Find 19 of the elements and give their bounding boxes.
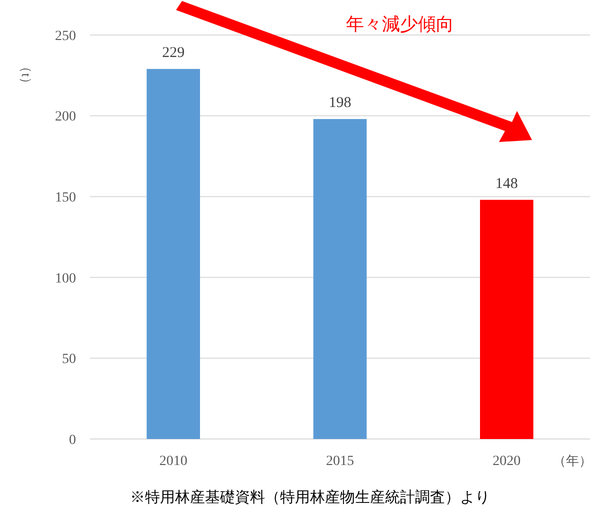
bar [480, 200, 534, 439]
x-tick-label: 2010 [159, 454, 188, 469]
y-tick-label: 250 [55, 28, 76, 44]
y-tick-label: 150 [55, 190, 76, 206]
bar [313, 119, 367, 439]
x-tick-label: 2015 [326, 454, 354, 469]
data-label: 229 [162, 44, 185, 61]
data-label: 148 [495, 176, 518, 192]
y-tick-label: 50 [62, 352, 76, 368]
y-tick-label: 0 [69, 432, 76, 448]
bar [146, 68, 200, 439]
data-label: 198 [328, 95, 352, 112]
y-tick-label: 100 [55, 271, 76, 286]
x-axis-title: （年） [553, 453, 592, 468]
y-tick-label: 200 [55, 110, 76, 125]
text: 年々減少傾向 [346, 14, 454, 34]
text: ※特用林産基礎資料（特用林産物生産統計調査）より [130, 489, 490, 506]
x-tick-label: 2020 [492, 454, 521, 469]
y-axis-title: （t） [19, 60, 34, 90]
